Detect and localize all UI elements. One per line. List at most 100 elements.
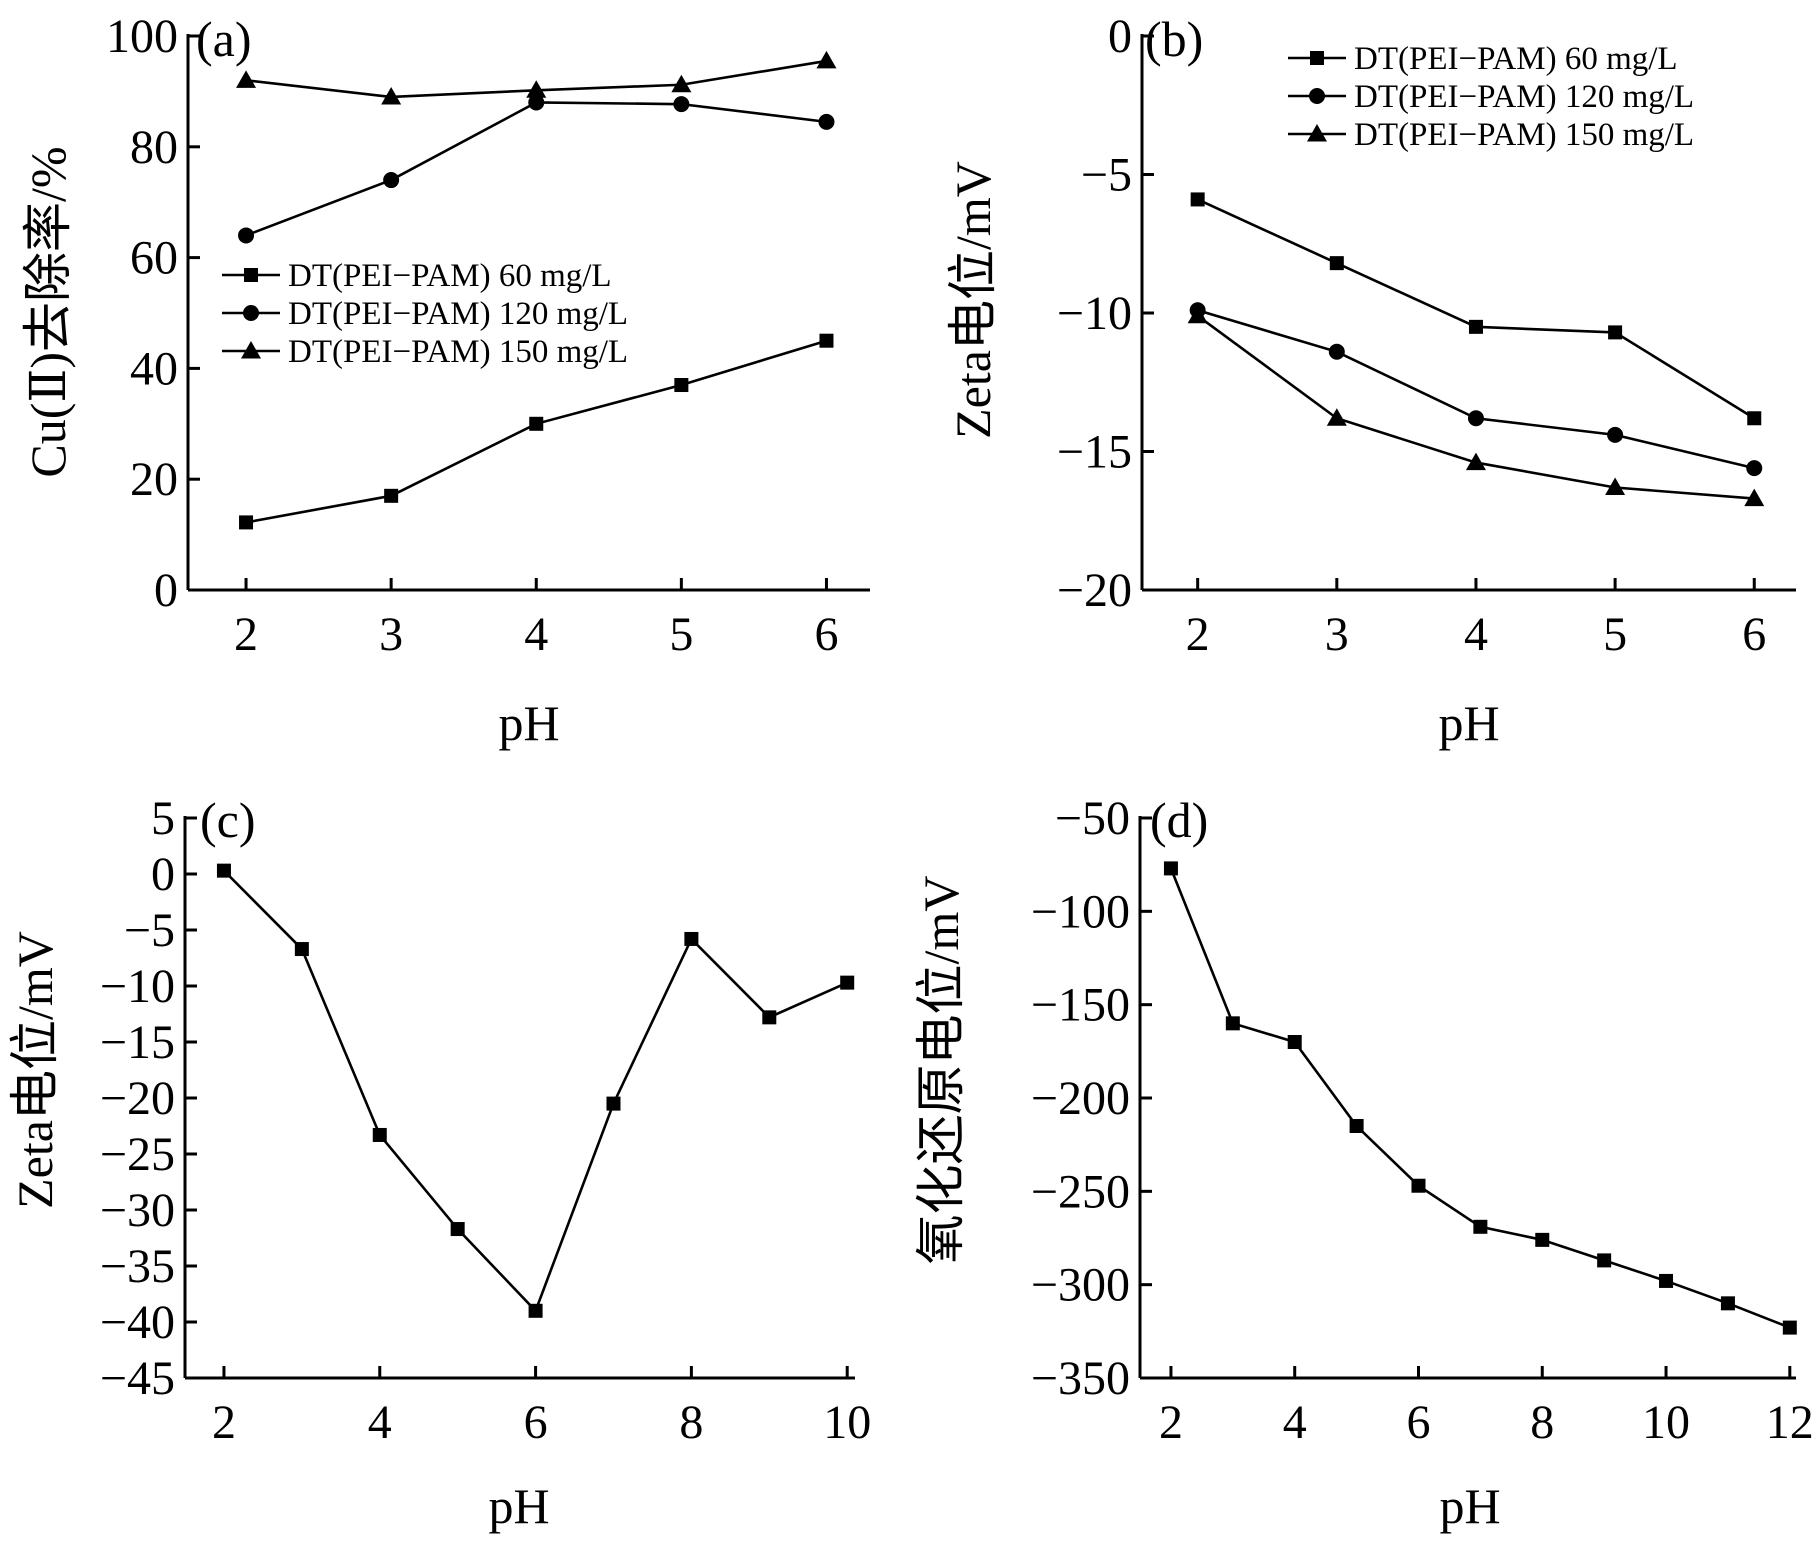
data-point — [1744, 488, 1765, 507]
y-tick-label: −35 — [100, 1240, 175, 1293]
data-point — [1747, 411, 1762, 426]
x-tick-label: 2 — [1159, 1396, 1183, 1449]
y-tick-label: 0 — [154, 564, 178, 617]
panel-c-x-axis-title: pH — [488, 1478, 549, 1534]
y-tick-label: −200 — [1031, 1072, 1130, 1125]
data-point — [1328, 343, 1345, 360]
data-point — [1163, 861, 1178, 876]
x-tick-label: 12 — [1766, 1396, 1814, 1449]
y-tick-label: −150 — [1031, 979, 1130, 1032]
data-point — [294, 942, 309, 957]
data-point — [529, 416, 544, 431]
data-point — [383, 172, 400, 189]
data-point — [1607, 426, 1624, 443]
data-point — [1329, 256, 1344, 271]
legend-item: DT(PEI−PAM) 120 mg/L — [1288, 79, 1694, 115]
x-tick-label: 10 — [823, 1396, 871, 1449]
data-point — [526, 80, 547, 98]
series-line — [245, 101, 827, 237]
y-tick-label: −25 — [100, 1128, 175, 1181]
y-tick-label: −350 — [1031, 1352, 1130, 1405]
data-point — [236, 70, 257, 88]
y-tick-label: 20 — [130, 453, 178, 506]
panel-b-label: (b) — [1145, 11, 1203, 67]
legend: DT(PEI−PAM) 60 mg/LDT(PEI−PAM) 120 mg/LD… — [222, 258, 628, 370]
legend-item: DT(PEI−PAM) 60 mg/L — [1288, 41, 1678, 77]
legend-label: DT(PEI−PAM) 60 mg/L — [288, 258, 612, 294]
x-tick-label: 6 — [1742, 608, 1766, 661]
legend-marker — [243, 305, 259, 321]
data-point — [1659, 1273, 1674, 1288]
series-2 — [236, 50, 837, 105]
data-point — [381, 86, 402, 105]
x-tick-label: 6 — [1406, 1396, 1430, 1449]
series-line — [1169, 867, 1791, 1329]
legend-label: DT(PEI−PAM) 120 mg/L — [1354, 79, 1694, 115]
data-point — [1411, 1178, 1426, 1193]
legend-marker — [244, 268, 258, 282]
y-tick-label: −40 — [100, 1296, 175, 1349]
series-line — [1196, 314, 1755, 500]
data-point — [1535, 1232, 1550, 1247]
y-tick-label: −5 — [1081, 149, 1132, 202]
y-tick-label: −300 — [1031, 1259, 1130, 1312]
panel-d-x-axis-title: pH — [1439, 1478, 1500, 1534]
data-point — [372, 1127, 387, 1142]
y-tick-label: −15 — [1057, 426, 1132, 479]
series-0 — [1163, 861, 1797, 1335]
data-point — [1468, 319, 1483, 334]
x-tick-label: 8 — [1530, 1396, 1554, 1449]
y-tick-label: −50 — [1055, 792, 1130, 845]
data-point — [762, 1010, 777, 1025]
x-tick-label: 4 — [524, 608, 548, 661]
legend: DT(PEI−PAM) 60 mg/LDT(PEI−PAM) 120 mg/LD… — [1288, 41, 1694, 153]
panel-a: 0 20 40 60 80 100 2 3 4 5 6 (a) pH Cu(Ⅱ)去除率/% DT(P… — [20, 10, 870, 751]
x-tick-label: 6 — [524, 1396, 548, 1449]
series-0 — [216, 863, 855, 1318]
data-point — [673, 96, 690, 113]
data-point — [216, 863, 231, 878]
legend-item: DT(PEI−PAM) 150 mg/L — [222, 334, 628, 370]
legend-item: DT(PEI−PAM) 120 mg/L — [222, 296, 628, 332]
x-tick-label: 4 — [1464, 608, 1488, 661]
data-point — [606, 1096, 621, 1111]
data-point — [1720, 1296, 1735, 1311]
panel-a-x-axis-title: pH — [498, 695, 559, 751]
panel-d-label: (d) — [1150, 792, 1208, 848]
y-tick-label: 40 — [130, 342, 178, 395]
data-point — [684, 931, 699, 946]
data-point — [450, 1222, 465, 1237]
y-tick-label: −20 — [1057, 564, 1132, 617]
y-tick-label: 0 — [1108, 10, 1132, 63]
x-tick-label: 5 — [1603, 608, 1627, 661]
x-tick-label: 4 — [1283, 1396, 1307, 1449]
x-tick-label: 2 — [234, 608, 258, 661]
data-point — [671, 74, 692, 93]
series-2 — [1187, 305, 1765, 507]
y-tick-label: 80 — [130, 121, 178, 174]
data-point — [238, 227, 255, 244]
data-point — [1597, 1253, 1612, 1268]
panel-d-y-axis-title: 氧化还原电位/mV — [913, 876, 969, 1265]
x-tick-label: 3 — [379, 608, 403, 661]
data-point — [1349, 1119, 1364, 1133]
x-tick-label: 5 — [669, 608, 693, 661]
data-point — [674, 378, 689, 393]
y-tick-label: −250 — [1031, 1165, 1130, 1218]
data-point — [1605, 477, 1626, 496]
data-point — [1187, 305, 1208, 324]
x-tick-label: 4 — [368, 1396, 392, 1449]
panel-b-x-axis-title: pH — [1438, 695, 1499, 751]
data-point — [816, 50, 837, 69]
data-point — [528, 1303, 543, 1318]
x-tick-label: 3 — [1325, 608, 1349, 661]
legend-label: DT(PEI−PAM) 150 mg/L — [1354, 117, 1694, 153]
panel-c-y-axis-title: Zeta电位/mV — [7, 931, 63, 1209]
data-point — [239, 515, 254, 530]
y-tick-label: 60 — [130, 232, 178, 285]
data-point — [1190, 192, 1205, 207]
data-point — [1225, 1016, 1240, 1031]
series-0 — [239, 333, 834, 530]
legend-marker — [241, 341, 261, 359]
